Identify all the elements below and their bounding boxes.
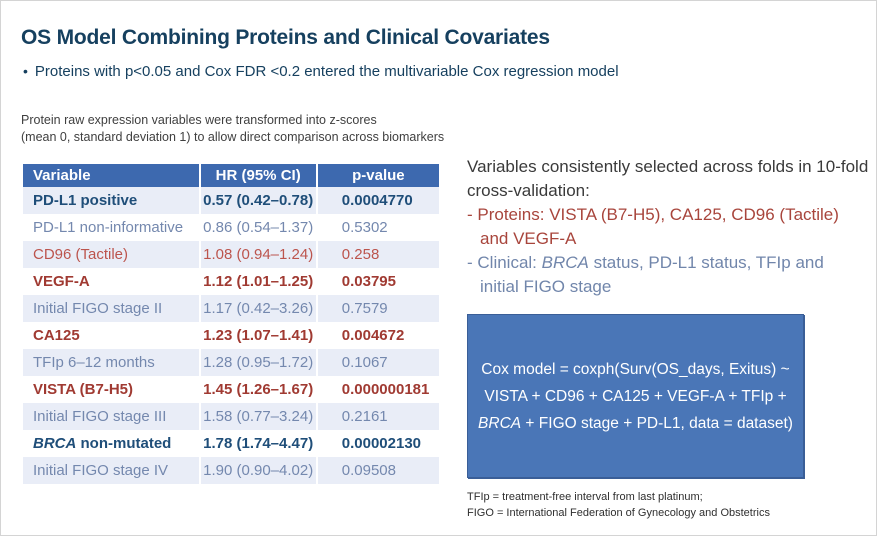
cell-variable: CA125 (23, 322, 199, 349)
header-p-value: p-value (315, 164, 439, 187)
cell-variable: Initial FIGO stage III (23, 403, 199, 430)
table-header: Variable HR (95% CI) p-value (23, 164, 439, 187)
cox-results-table: Variable HR (95% CI) p-value PD-L1 posit… (23, 164, 439, 484)
cell-variable: PD-L1 positive (23, 187, 199, 214)
table-row: PD-L1 non-informative 0.86 (0.54–1.37) 0.5… (23, 214, 439, 241)
cell-p-value: 0.1067 (315, 349, 439, 376)
cell-p-value: 0.258 (315, 241, 439, 268)
cross-validation-heading: Variables consistently selected across f… (467, 157, 869, 200)
subtitle-text: Proteins with p<0.05 and Cox FDR <0.2 en… (34, 63, 619, 80)
cell-hr-ci: 1.58 (0.77–3.24) (198, 403, 316, 430)
cell-variable: VEGF-A (23, 268, 199, 295)
table-row: VISTA (B7-H5) 1.45 (1.26–1.67) 0.000000181 (23, 376, 439, 403)
table-row: VEGF-A 1.12 (1.01–1.25) 0.03795 (23, 268, 439, 295)
cell-variable: VISTA (B7-H5) (23, 376, 199, 403)
cell-p-value: 0.7579 (315, 295, 439, 322)
table-header-row: Variable HR (95% CI) p-value (23, 164, 439, 187)
cox-formula-line1: Cox model = coxph(Surv(OS_days, Exitus) … (481, 360, 790, 378)
header-hr-ci: HR (95% CI) (198, 164, 316, 187)
variable-italic-part: BRCA (33, 435, 77, 452)
cox-formula-line2: VISTA + CD96 + CA125 + VEGF-A + TFIp + (484, 387, 787, 405)
cell-hr-ci: 1.23 (1.07–1.41) (198, 322, 316, 349)
proteins-bullet: - Proteins: VISTA (B7-H5), CA125, CD96 (… (467, 205, 839, 248)
cell-hr-ci: 0.86 (0.54–1.37) (198, 214, 316, 241)
table-row: Initial FIGO stage II 1.17 (0.42–3.26) 0.7… (23, 295, 439, 322)
cell-hr-ci: 1.45 (1.26–1.67) (198, 376, 316, 403)
cell-hr-ci: 1.90 (0.90–4.02) (198, 457, 316, 484)
cox-formula-brca-italic: BRCA (478, 414, 522, 432)
clinical-prefix: - Clinical: (467, 253, 542, 272)
cell-hr-ci: 1.78 (1.74–4.47) (198, 430, 316, 457)
cell-hr-ci: 1.08 (0.94–1.24) (198, 241, 316, 268)
cell-variable: PD-L1 non-informative (23, 214, 199, 241)
header-variable: Variable (23, 164, 199, 187)
cell-p-value: 0.2161 (315, 403, 439, 430)
cell-p-value: 0.03795 (315, 268, 439, 295)
cox-model-formula-box: Cox model = coxph(Surv(OS_days, Exitus) … (467, 314, 804, 478)
cell-variable: TFIp 6–12 months (23, 349, 199, 376)
cox-formula-line3-rest: + FIGO stage + PD-L1, data = dataset) (521, 414, 793, 432)
cell-variable: Initial FIGO stage II (23, 295, 199, 322)
bullet-dot: • (23, 63, 28, 79)
table-body: PD-L1 positive 0.57 (0.42–0.78) 0.0004770 P… (23, 187, 439, 484)
table-row: BRCA non-mutated 1.78 (1.74–4.47) 0.000021… (23, 430, 439, 457)
table-row: CA125 1.23 (1.07–1.41) 0.004672 (23, 322, 439, 349)
cell-hr-ci: 1.17 (0.42–3.26) (198, 295, 316, 322)
abbreviations-footnote: TFIp = treatment-free interval from last… (467, 491, 770, 519)
clinical-bullet: - Clinical: BRCA status, PD-L1 status, T… (467, 251, 871, 299)
cell-variable: Initial FIGO stage IV (23, 457, 199, 484)
table-row: Initial FIGO stage III 1.58 (0.77–3.24) 0.… (23, 403, 439, 430)
table-row: PD-L1 positive 0.57 (0.42–0.78) 0.0004770 (23, 187, 439, 214)
cell-p-value: 0.0004770 (315, 187, 439, 214)
table-row: TFIp 6–12 months 1.28 (0.95–1.72) 0.1067 (23, 349, 439, 376)
cell-p-value: 0.09508 (315, 457, 439, 484)
cell-p-value: 0.5302 (315, 214, 439, 241)
cox-formula-line3: BRCA + FIGO stage + PD-L1, data = datase… (468, 410, 803, 437)
cell-variable: CD96 (Tactile) (23, 241, 199, 268)
clinical-brca-italic: BRCA (541, 253, 589, 272)
table-row: Initial FIGO stage IV 1.90 (0.90–4.02) 0.0… (23, 457, 439, 484)
table-row: CD96 (Tactile) 1.08 (0.94–1.24) 0.258 (23, 241, 439, 268)
subtitle-bullet: • Proteins with p<0.05 and Cox FDR <0.2 e… (23, 63, 619, 80)
table-note: Protein raw expression variables were tr… (21, 113, 445, 144)
cell-p-value: 0.004672 (315, 322, 439, 349)
page-title: OS Model Combining Proteins and Clinical… (21, 26, 550, 49)
cell-hr-ci: 1.12 (1.01–1.25) (198, 268, 316, 295)
cross-validation-panel: Variables consistently selected across f… (467, 155, 871, 299)
cell-p-value: 0.00002130 (315, 430, 439, 457)
clinical-rest: status, PD-L1 status, TFIp and initial F… (480, 253, 824, 296)
cell-variable: BRCA non-mutated (23, 430, 199, 457)
cell-hr-ci: 0.57 (0.42–0.78) (198, 187, 316, 214)
cell-p-value: 0.000000181 (315, 376, 439, 403)
cell-hr-ci: 1.28 (0.95–1.72) (198, 349, 316, 376)
